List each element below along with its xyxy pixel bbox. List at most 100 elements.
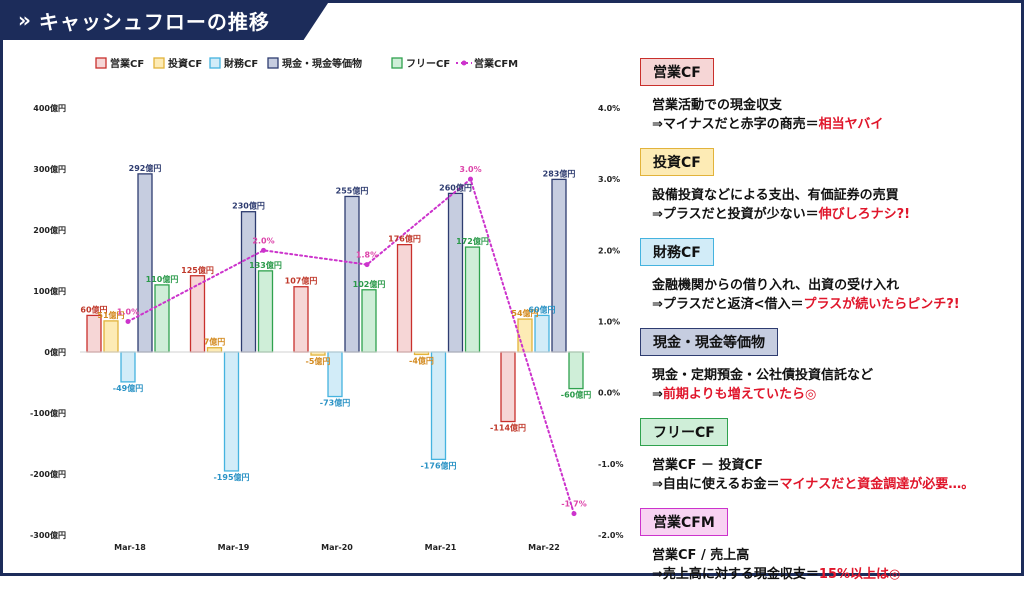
bar-free (361, 289, 377, 353)
description-line: ⇒前期よりも増えていたら◎ (652, 385, 1020, 404)
y2-tick-label: 4.0% (598, 104, 620, 113)
description-text: ⇒売上高に対する現金収支＝ (652, 567, 819, 582)
description-line: ⇒マイナスだと赤字の商売＝相当ヤバイ (652, 115, 1020, 134)
panel-item-description: 営業CF － 投資CF ⇒自由に使えるお金＝マイナスだと資金調達が必要…。 (652, 456, 1020, 494)
data-label-operating: 107億円 (285, 276, 318, 286)
legend-label: 財務CF (223, 57, 258, 70)
panel-item-label: フリーCF (640, 418, 728, 446)
data-label-operating: 176億円 (388, 234, 421, 244)
legend-label: 営業CFM (474, 57, 518, 70)
bar-investing (103, 320, 119, 353)
panel-item-description: 金融機関からの借り入れ、出資の受け入れ ⇒プラスだと返済<借入＝プラスが続いたらピ… (652, 276, 1020, 314)
cfm-point (468, 176, 473, 182)
legend-swatch-cfm-dot (461, 60, 467, 66)
description-text: ⇒ (652, 387, 663, 402)
data-label-operating: -114億円 (490, 423, 526, 433)
description-line: 現金・定期預金・公社債投資信託など (652, 368, 874, 383)
y-tick-label: -100億円 (30, 408, 66, 418)
data-label-free: 110億円 (146, 274, 179, 284)
x-tick-label: Mar-21 (425, 543, 457, 552)
data-label-cash: 230億円 (232, 201, 265, 211)
description-text: ⇒プラスだと投資が少ない＝ (652, 207, 819, 222)
panel-item-label: 財務CF (640, 238, 714, 266)
panel-item: 現金・現金等価物現金・定期預金・公社債投資信託など ⇒前期よりも増えていたら◎ (640, 328, 1020, 404)
description-text: ⇒プラスだと返済<借入＝ (652, 297, 804, 312)
panel-item: フリーCF 営業CF － 投資CF ⇒自由に使えるお金＝マイナスだと資金調達が必要…… (640, 418, 1020, 494)
explanation-panel: 営業CF 営業活動での現金収支 ⇒マイナスだと赤字の商売＝相当ヤバイ投資CF 設備投資… (640, 58, 1020, 598)
highlight-text: 伸びしろナシ?! (818, 207, 911, 222)
bar-financing (223, 351, 240, 472)
legend-swatch-cash (267, 57, 279, 69)
legend-label: フリーCF (406, 58, 450, 70)
description-line: ⇒プラスだと返済<借入＝プラスが続いたらピンチ?! (652, 295, 1020, 314)
legend-swatch-investing (153, 57, 165, 69)
y2-tick-label: 3.0% (598, 175, 620, 184)
panel-item: 営業CFM 営業CF / 売上高 ⇒売上高に対する現金収支＝15%以上は◎ (640, 508, 1020, 584)
bar-investing (206, 347, 223, 353)
title-bar: » キャッシュフローの推移 (0, 0, 330, 40)
data-label-investing: 54億円 (511, 308, 538, 318)
panel-item: 財務CF 金融機関からの借り入れ、出資の受け入れ ⇒プラスだと返済<借入＝プラスが続… (640, 238, 1020, 314)
bar-financing (120, 351, 136, 383)
description-line: 営業CF － 投資CF (652, 458, 763, 473)
y-tick-label: 400億円 (33, 103, 66, 113)
bar-free (154, 284, 170, 353)
data-label-cash: 260億円 (439, 182, 472, 192)
data-label-investing: 51億円 (97, 310, 124, 320)
data-label-free: -60億円 (561, 390, 591, 400)
value-labels-layer: 60億円51億円-49億円292億円110億円125億円7億円-195億円230… (80, 163, 591, 509)
panel-item-label: 営業CFM (640, 508, 728, 536)
legend-label: 現金・現金等価物 (282, 57, 362, 70)
y-tick-label: 300億円 (33, 164, 66, 174)
bar-cash (551, 178, 567, 353)
description-text: ⇒自由に使えるお金＝ (652, 477, 780, 492)
data-label-investing: -4億円 (409, 355, 434, 365)
highlight-text: 前期よりも増えていたら◎ (662, 387, 817, 402)
cfm-data-label: 1.0% (117, 308, 139, 317)
panel-item: 営業CF 営業活動での現金収支 ⇒マイナスだと赤字の商売＝相当ヤバイ (640, 58, 1020, 134)
panel-item-label: 現金・現金等価物 (640, 328, 778, 356)
description-line: ⇒プラスだと投資が少ない＝伸びしろナシ?! (652, 205, 1020, 224)
panel-item-label: 営業CF (640, 58, 714, 86)
y-tick-label: -300億円 (30, 530, 66, 540)
cashflow-chart: 営業CF 投資CF 財務CF 現金・現金等価物 フリーCF 営業CFM -300億円 -20… (30, 57, 624, 552)
data-label-free: 172億円 (456, 236, 489, 246)
panel-item-label: 投資CF (640, 148, 714, 176)
panel-item-description: 営業活動での現金収支 ⇒マイナスだと赤字の商売＝相当ヤバイ (652, 96, 1020, 134)
y-tick-label: -200億円 (30, 469, 66, 479)
description-line: ⇒売上高に対する現金収支＝15%以上は◎ (652, 565, 1020, 584)
y2-tick-label: -1.0% (598, 460, 624, 469)
data-label-cash: 255億円 (336, 185, 369, 195)
data-label-cash: 292億円 (129, 163, 162, 173)
left-axis-ticks: -300億円 -200億円 -100億円 0億円 100億円 200億円 300億円 400億… (30, 103, 66, 540)
data-label-cash: 283億円 (543, 168, 576, 178)
data-label-financing: -176億円 (420, 460, 456, 470)
data-label-financing: 60億円 (528, 304, 555, 314)
panel-item-description: 設備投資などによる支出、有価証券の売買 ⇒プラスだと投資が少ない＝伸びしろナシ?! (652, 186, 1020, 224)
bar-cash (447, 192, 464, 353)
bar-financing (430, 351, 447, 461)
data-label-financing: -73億円 (320, 398, 350, 408)
page-title: キャッシュフローの推移 (38, 9, 270, 34)
y2-tick-label: 2.0% (598, 246, 620, 255)
description-line: 営業活動での現金収支 (652, 98, 783, 113)
bar-cash (137, 173, 153, 353)
y2-tick-label: 0.0% (598, 389, 620, 398)
chart-legend: 営業CF 投資CF 財務CF 現金・現金等価物 フリーCF 営業CFM (95, 57, 518, 70)
y-tick-label: 200億円 (33, 225, 66, 235)
description-line: ⇒自由に使えるお金＝マイナスだと資金調達が必要…。 (652, 475, 1020, 494)
highlight-text: 相当ヤバイ (818, 117, 884, 132)
x-tick-label: Mar-18 (114, 543, 146, 552)
highlight-text: プラスが続いたらピンチ?! (803, 297, 960, 312)
cfm-point (261, 247, 266, 253)
cfm-point (125, 319, 131, 324)
data-label-free: 133億円 (249, 260, 282, 270)
data-label-financing: -49億円 (113, 383, 143, 393)
y2-tick-label: -2.0% (598, 531, 624, 540)
y-tick-label: 100億円 (33, 286, 66, 296)
panel-item-description: 営業CF / 売上高 ⇒売上高に対する現金収支＝15%以上は◎ (652, 546, 1020, 584)
bar-operating (189, 275, 206, 353)
y-tick-label: 0億円 (44, 347, 66, 357)
cfm-point (571, 511, 577, 517)
panel-item-description: 現金・定期預金・公社債投資信託など ⇒前期よりも増えていたら◎ (652, 366, 1020, 404)
